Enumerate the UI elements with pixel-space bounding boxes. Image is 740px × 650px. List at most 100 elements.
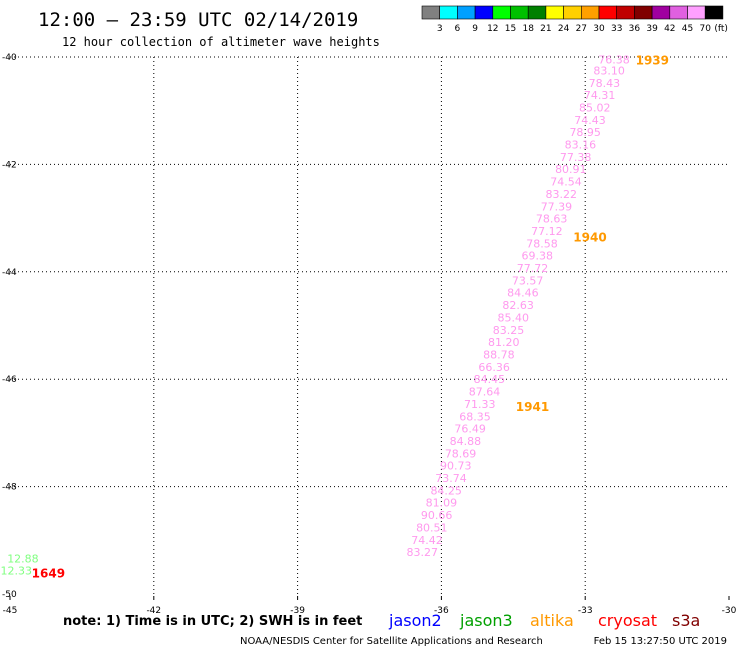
wave-height-label: 73.57 [512, 274, 544, 287]
wave-height-label: 83.22 [545, 188, 577, 201]
page-title: 12:00 – 23:59 UTC 02/14/2019 [38, 9, 358, 31]
time-label: 1649 [32, 567, 65, 581]
y-tick-label: -46 [2, 375, 17, 385]
legend-swatch [510, 5, 529, 20]
legend-swatch [580, 5, 600, 20]
wave-height-label: 71.33 [464, 398, 496, 411]
legend-label: 12 [487, 24, 498, 34]
wave-height-label: 68.35 [459, 410, 491, 423]
legend-label: 27 [576, 24, 587, 34]
wave-height-label: 74.54 [550, 176, 582, 189]
legend-label: 21 [540, 24, 551, 34]
wave-height-label: 85.02 [579, 101, 611, 114]
satellite-legend-altika: altika [530, 611, 574, 630]
legend-swatch [634, 5, 653, 20]
wave-height-label: 84.46 [507, 287, 539, 300]
wave-height-label: 77.38 [560, 151, 592, 164]
legend-label: 9 [472, 24, 478, 34]
legend-label: 30 [593, 24, 605, 34]
legend-swatch [616, 5, 635, 20]
legend-swatch [704, 5, 724, 20]
wave-height-label: 78.43 [589, 77, 621, 90]
time-label: 1940 [573, 230, 606, 244]
legend-label: 45 [682, 24, 693, 34]
legend-label: 6 [455, 24, 461, 34]
y-tick-label: -50 [2, 590, 17, 600]
legend-swatch [421, 5, 441, 20]
wave-height-label: 81.09 [426, 497, 458, 510]
wave-height-label: 12.33 [0, 564, 32, 577]
legend-label: 15 [505, 24, 516, 34]
legend-unit: (ft) [714, 24, 728, 34]
wave-height-label: 69.38 [522, 250, 554, 263]
wave-height-label: 78.63 [536, 213, 568, 226]
time-label: 1941 [516, 400, 549, 414]
wave-height-label: 84.25 [430, 484, 462, 497]
wave-height-label: 77.72 [517, 262, 549, 275]
x-tick-label: -42 [146, 606, 161, 616]
legend-swatch [563, 5, 582, 20]
wave-height-label: 80.51 [416, 521, 448, 534]
wave-height-label: 83.16 [565, 139, 597, 152]
legend-label: 42 [664, 24, 675, 34]
y-tick-label: -48 [2, 483, 17, 493]
wave-height-label: 84.88 [450, 435, 482, 448]
legend-swatch [492, 5, 511, 20]
x-tick-label: -30 [722, 606, 737, 616]
wave-height-label: 83.25 [493, 324, 525, 337]
legend-label: 3 [437, 24, 443, 34]
x-tick-label: -39 [290, 606, 305, 616]
footnote: note: 1) Time is in UTC; 2) SWH is in fe… [63, 614, 362, 629]
legend-swatch [527, 5, 547, 20]
legend-label: 70 [699, 24, 711, 34]
wave-height-label: 90.73 [440, 460, 472, 473]
wave-height-label: 78.95 [569, 126, 601, 139]
y-tick-label: -42 [2, 160, 17, 170]
wave-height-label: 74.31 [584, 89, 616, 102]
credit-text: NOAA/NESDIS Center for Satellite Applica… [240, 636, 543, 647]
legend-swatch [687, 5, 706, 20]
wave-height-label: 76.38 [598, 54, 630, 67]
wave-height-label: 77.12 [531, 225, 563, 238]
x-tick-label: -33 [578, 606, 593, 616]
wave-height-label: 87.64 [469, 386, 501, 399]
wave-height-label: 78.69 [445, 447, 477, 460]
wave-height-label: 81.20 [488, 336, 520, 349]
satellite-legend-jason3: jason3 [459, 611, 513, 630]
satellite-legend-cryosat: cryosat [598, 611, 657, 630]
wave-height-label: 74.42 [411, 534, 443, 547]
wave-height-label: 74.43 [574, 114, 606, 127]
time-label: 1939 [636, 54, 669, 68]
legend-label: 24 [558, 24, 570, 34]
wave-height-label: 76.49 [454, 423, 486, 436]
wave-height-label: 80.91 [555, 163, 587, 176]
legend-swatch [439, 5, 458, 20]
wave-height-label: 12.88 [7, 553, 39, 566]
wave-height-label: 77.39 [541, 200, 573, 213]
legend-label: 33 [611, 24, 622, 34]
legend-swatch [457, 5, 476, 20]
wave-height-label: 78.58 [526, 237, 558, 250]
wave-height-label: 88.78 [483, 348, 515, 361]
legend-label: 18 [522, 24, 534, 34]
wave-height-label: 84.45 [474, 373, 506, 386]
y-tick-label: -40 [2, 53, 17, 63]
page-subtitle: 12 hour collection of altimeter wave hei… [62, 35, 380, 49]
legend-swatch [598, 5, 618, 20]
wave-height-label: 90.66 [421, 509, 453, 522]
x-tick-label: -45 [3, 606, 18, 616]
y-tick-label: -44 [2, 268, 17, 278]
satellite-legend-jason2: jason2 [388, 611, 442, 630]
satellite-legend-s3a: s3a [672, 611, 700, 630]
legend-label: 39 [646, 24, 658, 34]
legend-swatch [669, 5, 688, 20]
legend-swatch [545, 5, 564, 20]
legend-swatch [474, 5, 494, 20]
wave-height-label: 85.40 [498, 311, 530, 324]
legend-label: 36 [629, 24, 641, 34]
wave-height-label: 83.10 [593, 64, 625, 77]
wave-height-label: 73.74 [435, 472, 467, 485]
wave-height-label: 66.36 [478, 361, 510, 374]
